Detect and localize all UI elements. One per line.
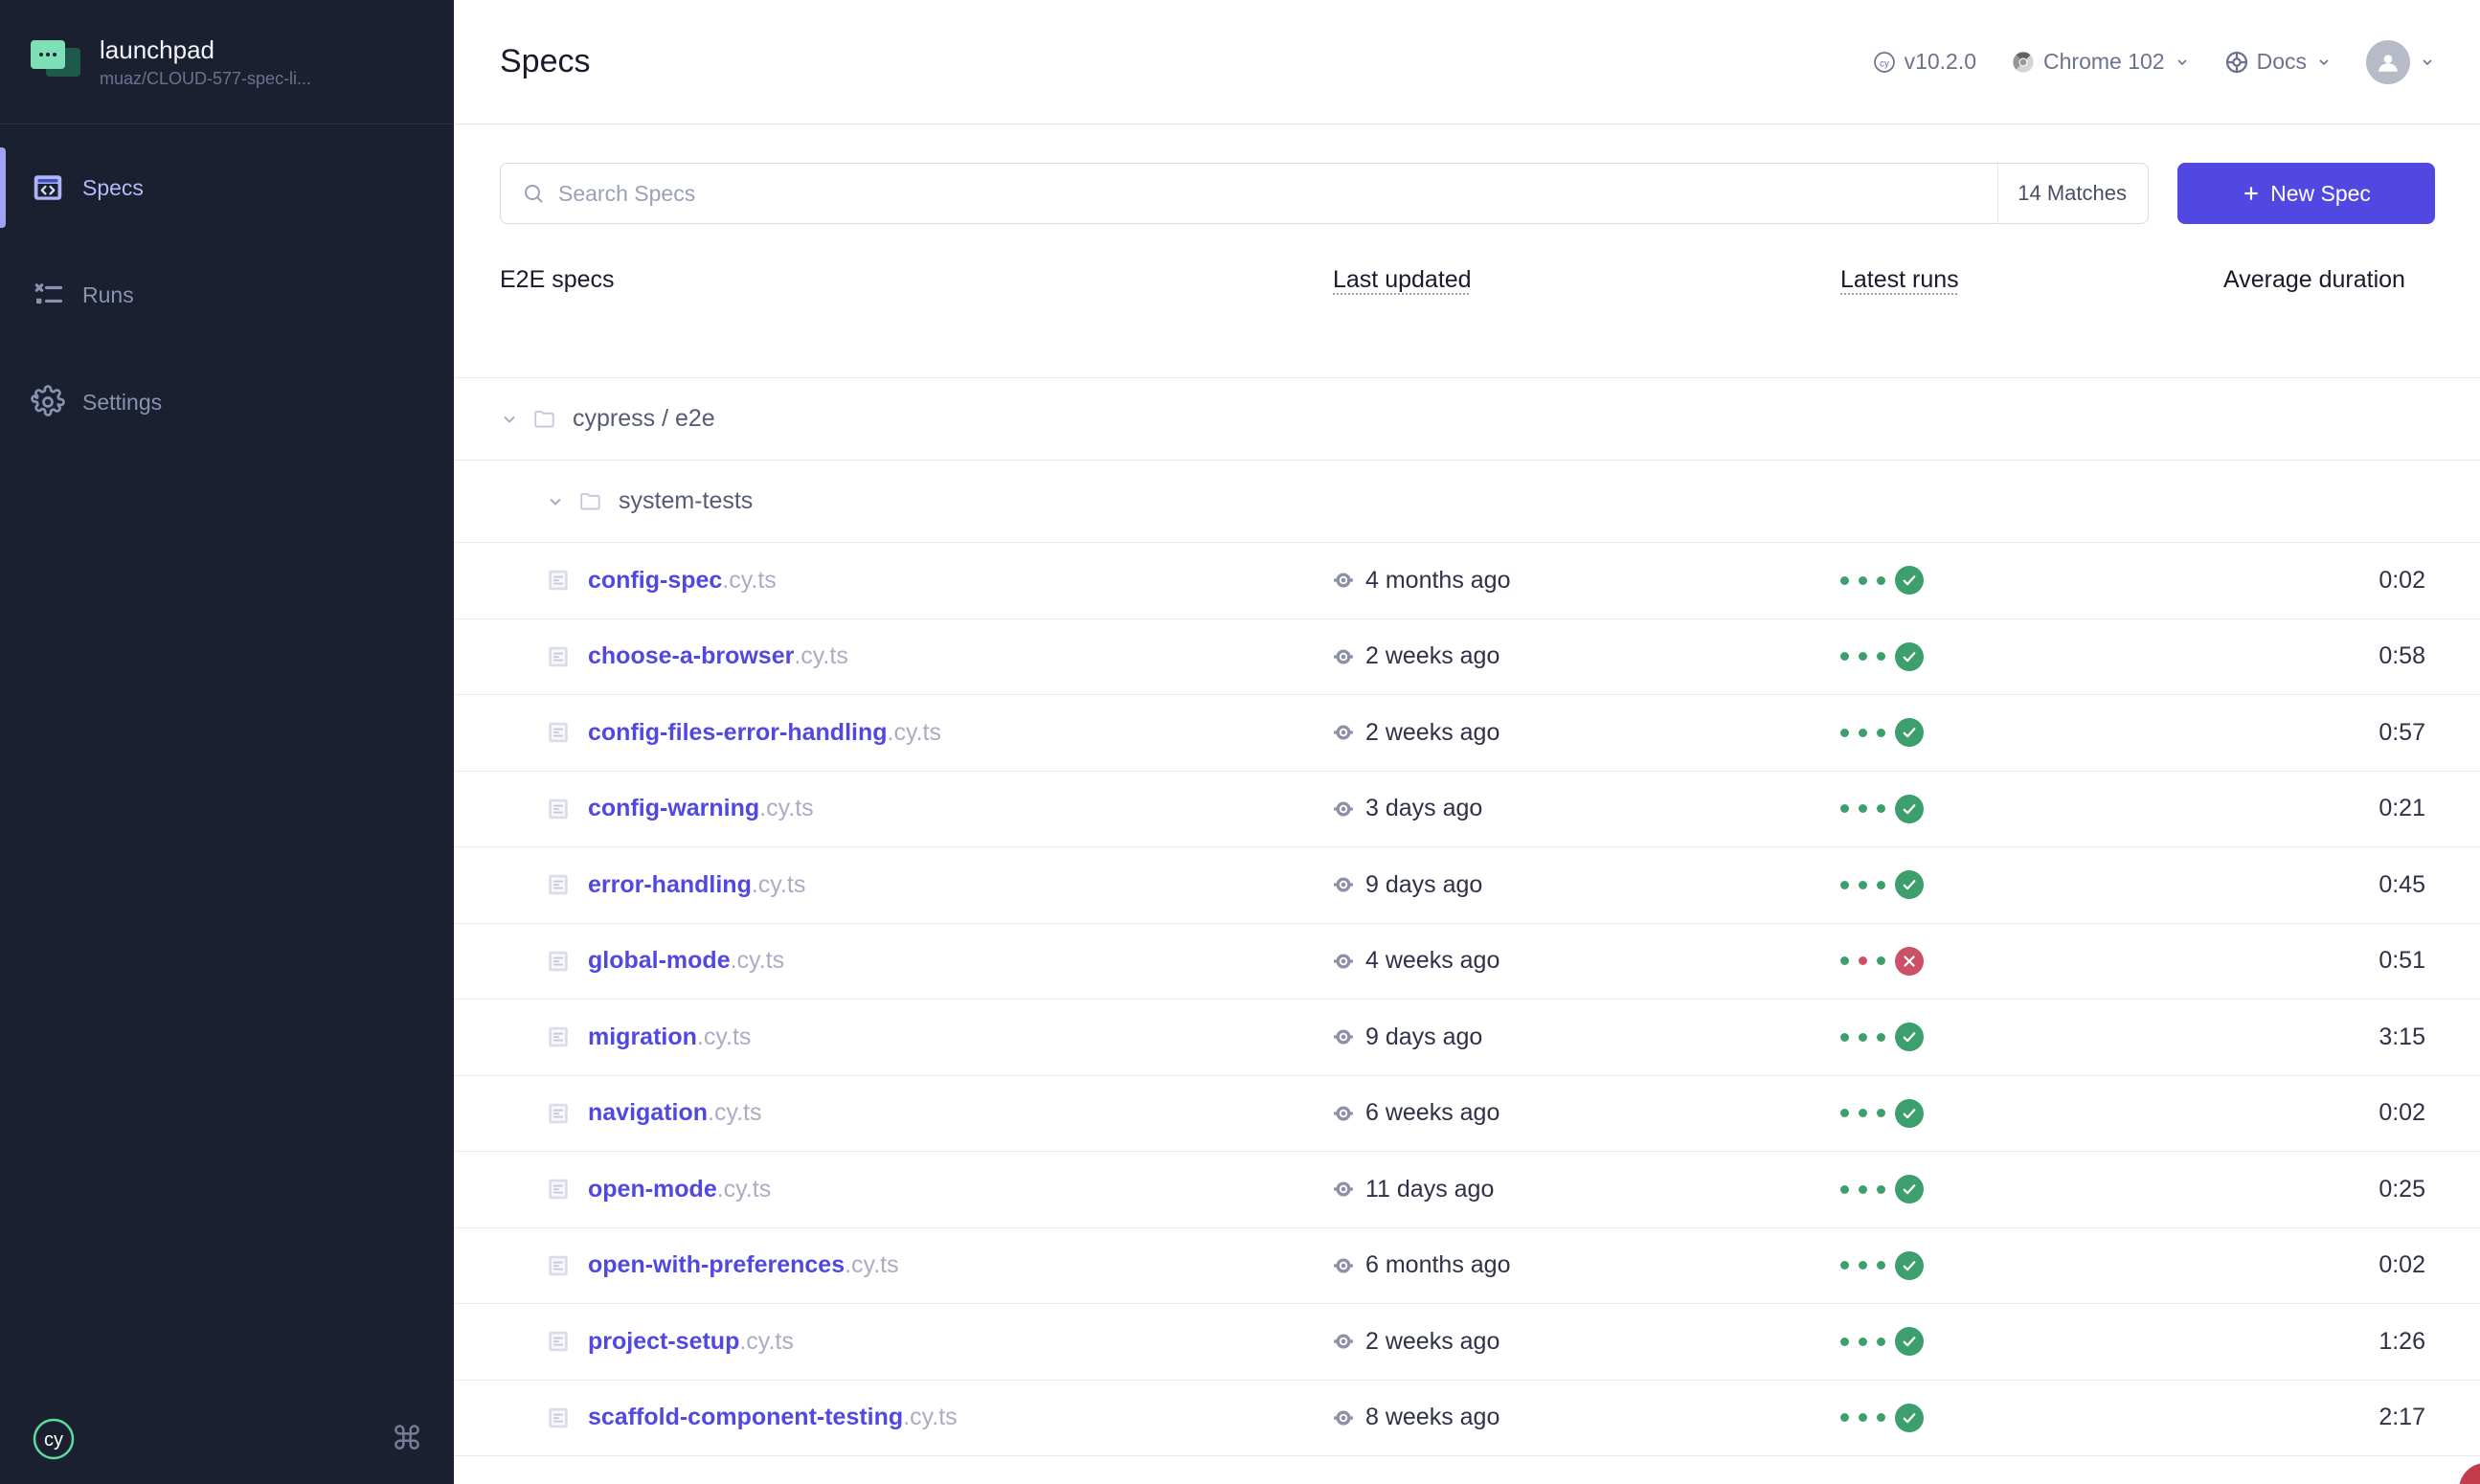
svg-text:cy: cy (1880, 58, 1889, 69)
svg-text:cy: cy (44, 1429, 63, 1450)
